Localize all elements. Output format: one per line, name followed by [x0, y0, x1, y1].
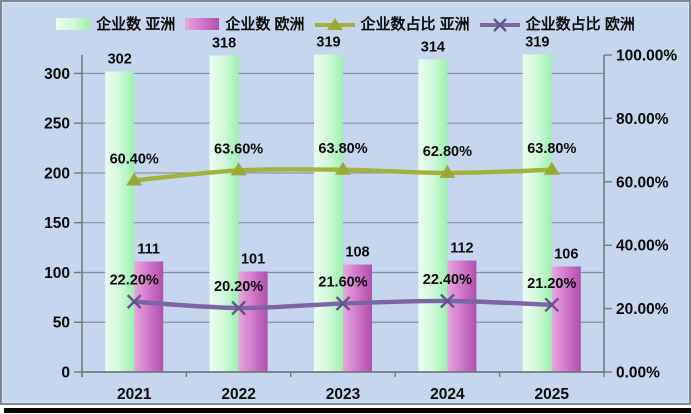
bar-asia [522, 54, 552, 373]
right-axis-tick-label: 20.00% [616, 301, 669, 318]
triangle-marker [126, 172, 143, 186]
bar-value-label: 314 [421, 39, 445, 55]
line-triangle-marker-icon [314, 17, 355, 30]
left-axis-tick-label: 300 [44, 66, 70, 83]
percent-data-label: 63.60% [214, 141, 263, 157]
bar-value-label: 302 [108, 51, 132, 67]
bar-value-label: 319 [316, 35, 340, 51]
bar-value-label: 106 [554, 246, 578, 262]
bar-europe [551, 266, 581, 372]
right-axis-tick-label: 40.00% [616, 238, 669, 255]
percent-data-label: 22.20% [110, 273, 159, 289]
bar-value-label: 108 [345, 245, 369, 261]
bar-value-label: 112 [450, 241, 473, 257]
bar-value-label: 319 [525, 35, 549, 51]
legend-label-line-europe: 企业数占比 欧洲 [525, 16, 635, 33]
legend-label-bars-asia: 企业数 亚洲 [96, 16, 176, 33]
percent-data-label: 60.40% [110, 152, 159, 168]
legend-item-bars-asia: 企业数 亚洲 [56, 13, 175, 34]
percent-data-label: 63.80% [318, 141, 367, 157]
left-axis-tick-label: 150 [44, 215, 70, 232]
triangle-marker [230, 162, 247, 176]
left-axis-tick-label: 200 [44, 165, 70, 182]
bar-value-label: 318 [212, 35, 236, 51]
right-axis-tick-label: 60.00% [616, 174, 669, 191]
bar-asia [314, 54, 343, 373]
legend-label-line-asia: 企业数占比 亚洲 [360, 16, 470, 33]
bar-europe [343, 264, 372, 372]
bar-value-label: 101 [241, 251, 265, 267]
bottom-white-gap [0, 405, 691, 408]
bar-value-label: 111 [137, 242, 160, 258]
left-axis-tick-label: 250 [44, 116, 70, 133]
percent-data-label: 21.60% [318, 275, 367, 291]
x-marker [126, 294, 142, 309]
chart-legend: 企业数 亚洲 企业数 欧洲 企业数占比 亚洲 企业数占比 欧洲 [0, 13, 691, 34]
percent-data-label: 22.40% [423, 272, 472, 288]
right-axis-tick-label: 80.00% [616, 111, 669, 128]
bar-europe [134, 261, 164, 372]
left-axis-tick-label: 100 [44, 265, 70, 282]
right-axis-tick-label: 100.00% [616, 48, 677, 65]
triangle-marker [543, 161, 560, 175]
percent-data-label: 20.20% [214, 279, 263, 295]
line-x-marker-icon [479, 17, 520, 32]
percent-data-label: 63.80% [527, 141, 576, 157]
bar-asia [209, 55, 239, 372]
bar-swatch-europe-icon [185, 17, 220, 30]
triangle-marker [439, 164, 456, 178]
legend-item-line-europe: 企业数占比 欧洲 [479, 13, 635, 34]
legend-item-bars-europe: 企业数 欧洲 [185, 13, 305, 34]
combo-chart-plot: 0 50 100 150 200 250 300 0.00% 20.00% 40.00% 60.00… [44, 35, 677, 403]
x-axis-category-label: 2025 [535, 386, 570, 403]
bottom-black-bar [4, 408, 691, 413]
x-axis-category-label: 2023 [326, 386, 361, 403]
x-axis-category-label: 2024 [430, 386, 465, 403]
x-axis-category-label: 2021 [117, 386, 152, 403]
left-axis-tick-label: 50 [53, 315, 70, 332]
bar-asia [418, 59, 448, 372]
right-axis-tick-label: 0.00% [616, 365, 660, 382]
triangle-marker [335, 161, 351, 175]
x-marker [335, 296, 351, 311]
legend-item-line-asia: 企业数占比 亚洲 [314, 13, 470, 34]
x-axis-category-label: 2022 [221, 386, 255, 403]
bar-europe [238, 271, 268, 372]
x-marker [440, 293, 455, 309]
left-axis-tick-label: 0 [61, 365, 70, 382]
bar-asia [105, 71, 135, 372]
legend-label-bars-europe: 企业数 欧洲 [225, 16, 305, 33]
x-marker [231, 300, 246, 316]
bar-europe [447, 260, 477, 372]
percent-data-label: 62.80% [423, 144, 472, 160]
x-marker [544, 297, 560, 313]
percent-data-label: 21.20% [527, 276, 576, 292]
bar-swatch-asia-icon [56, 17, 91, 30]
